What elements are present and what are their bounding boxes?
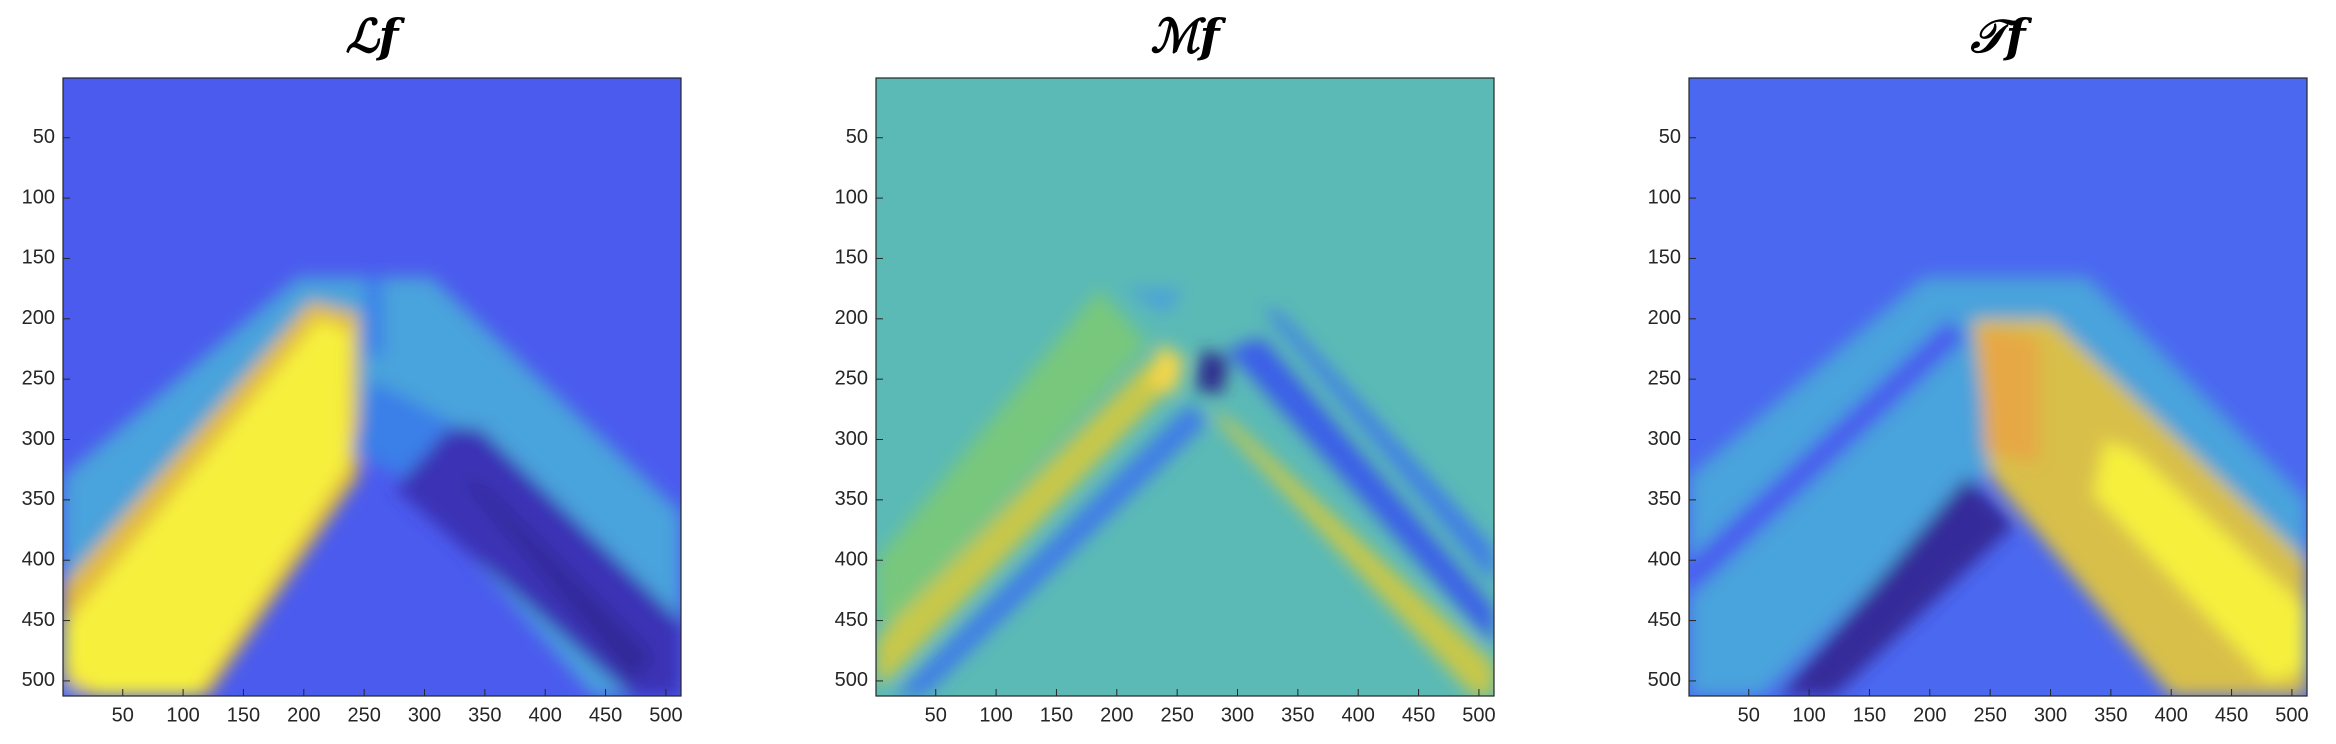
x-tick-label: 200 (287, 704, 320, 726)
y-tick-label: 300 (22, 428, 55, 450)
y-tick-label: 250 (1648, 367, 1681, 389)
x-tick-label: 100 (1792, 704, 1825, 726)
x-tick-label: 450 (1402, 704, 1435, 726)
panel: ℒf 50 100 150 200 250 300 350 400 450 500 50 100 150 2… (22, 9, 683, 726)
y-tick-label: 300 (1648, 428, 1681, 450)
y-tick-label: 50 (846, 126, 868, 148)
chart-title: ℒf (346, 9, 406, 63)
heatmap-image (876, 78, 1494, 696)
x-tick-label: 300 (408, 704, 441, 726)
y-tick-label: 300 (835, 428, 868, 450)
y-tick-label: 150 (835, 247, 868, 269)
y-tick-label: 500 (1648, 669, 1681, 691)
x-tick-label: 50 (1738, 704, 1760, 726)
y-tick-label: 100 (1648, 186, 1681, 208)
y-tick-label: 150 (1648, 247, 1681, 269)
y-tick-label: 100 (835, 186, 868, 208)
y-tick-label: 350 (835, 488, 868, 510)
y-tick-label: 500 (22, 669, 55, 691)
x-tick-label: 450 (2215, 704, 2248, 726)
x-tick-label: 250 (1973, 704, 2006, 726)
x-tick-label: 450 (589, 704, 622, 726)
x-tick-label: 400 (1342, 704, 1375, 726)
x-tick-label: 300 (2034, 704, 2067, 726)
y-tick-label: 250 (22, 367, 55, 389)
y-tick-label: 150 (22, 247, 55, 269)
y-tick-label: 50 (33, 126, 55, 148)
y-tick-label: 400 (22, 548, 55, 570)
x-tick-label: 150 (1853, 704, 1886, 726)
x-tick-label: 100 (166, 704, 199, 726)
y-tick-label: 400 (1648, 548, 1681, 570)
x-tick-label: 400 (529, 704, 562, 726)
x-tick-label: 350 (1281, 704, 1314, 726)
x-tick-label: 500 (1462, 704, 1495, 726)
y-tick-label: 50 (1659, 126, 1681, 148)
y-tick-label: 450 (835, 609, 868, 631)
panel: 𝒯f 50 100 150 200 250 300 350 400 450 500 50 100 150 2… (1648, 9, 2309, 726)
y-tick-label: 450 (1648, 609, 1681, 631)
y-tick-label: 400 (835, 548, 868, 570)
x-tick-label: 150 (227, 704, 260, 726)
x-tick-label: 400 (2155, 704, 2188, 726)
y-tick-label: 500 (835, 669, 868, 691)
axes-box (1688, 77, 2308, 697)
heatmap-image (63, 78, 681, 696)
chart-title: ℳf (1151, 9, 1227, 63)
y-tick-label: 200 (1648, 307, 1681, 329)
y-tick-label: 200 (835, 307, 868, 329)
x-tick-label: 150 (1040, 704, 1073, 726)
chart-title: 𝒯f (1969, 9, 2032, 63)
x-tick-label: 300 (1221, 704, 1254, 726)
x-tick-label: 200 (1913, 704, 1946, 726)
axes-box (62, 77, 682, 697)
heatmap-image (1689, 78, 2307, 696)
y-tick-label: 250 (835, 367, 868, 389)
y-tick-label: 200 (22, 307, 55, 329)
panel: ℳf 50 100 150 200 250 300 350 400 450 500 50 100 150 2… (835, 9, 1496, 726)
x-tick-label: 500 (2275, 704, 2308, 726)
x-tick-label: 50 (925, 704, 947, 726)
x-tick-label: 500 (649, 704, 682, 726)
x-tick-label: 50 (112, 704, 134, 726)
x-tick-label: 350 (468, 704, 501, 726)
y-tick-label: 350 (1648, 488, 1681, 510)
y-tick-label: 350 (22, 488, 55, 510)
x-tick-label: 100 (979, 704, 1012, 726)
x-tick-label: 250 (1160, 704, 1193, 726)
x-tick-label: 200 (1100, 704, 1133, 726)
axes-box (875, 77, 1495, 697)
x-tick-label: 250 (347, 704, 380, 726)
x-tick-label: 350 (2094, 704, 2127, 726)
y-tick-label: 450 (22, 609, 55, 631)
y-tick-label: 100 (22, 186, 55, 208)
